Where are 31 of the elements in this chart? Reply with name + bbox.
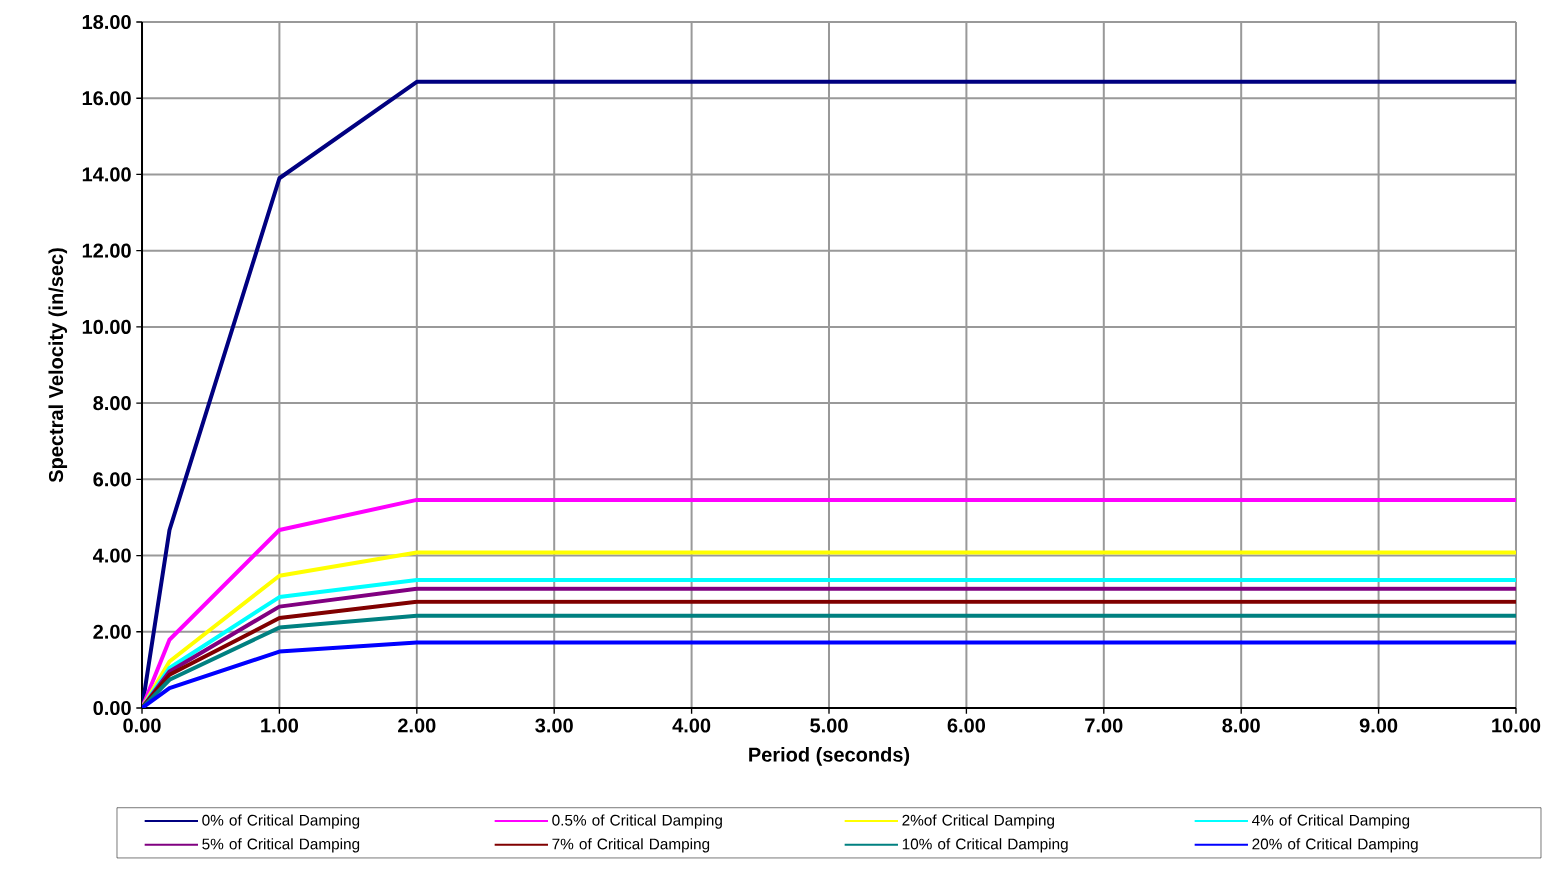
y-tick-label: 16.00 [82, 91, 131, 106]
legend-label: 5% of Critical Damping [202, 838, 360, 853]
legend-label: 20% of Critical Damping [1252, 838, 1418, 853]
y-axis-title: Spectral Velocity (in/sec) [48, 248, 68, 483]
x-tick-label: 3.00 [535, 718, 573, 733]
legend-label: 10% of Critical Damping [902, 838, 1068, 853]
x-tick-label: 6.00 [947, 718, 986, 733]
legend-label: 0.5% of Critical Damping [552, 814, 722, 829]
y-tick-label: 6.00 [93, 472, 131, 487]
x-tick-label: 5.00 [810, 718, 848, 733]
x-tick-label: 9.00 [1359, 718, 1398, 733]
x-tick-label: 2.00 [398, 718, 436, 733]
x-tick-label: 8.00 [1222, 718, 1260, 733]
x-axis-title: Period (seconds) [749, 747, 910, 766]
y-tick-label: 14.00 [82, 167, 131, 182]
x-tick-label: 1.00 [261, 718, 299, 733]
y-tick-label: 2.00 [93, 624, 131, 639]
x-tick-label: 10.00 [1492, 718, 1541, 733]
x-tick-label: 0.00 [123, 718, 161, 733]
y-tick-label: 10.00 [82, 319, 131, 334]
legend-label: 2%of Critical Damping [902, 814, 1054, 829]
y-tick-label: 8.00 [93, 396, 131, 411]
y-tick-label: 4.00 [92, 548, 131, 563]
legend-label: 4% of Critical Damping [1252, 814, 1410, 829]
y-tick-label: 12.00 [82, 243, 131, 258]
x-tick-label: 7.00 [1085, 718, 1123, 733]
y-tick-label: 18.00 [82, 14, 131, 30]
x-tick-label: 4.00 [672, 718, 711, 733]
legend-label: 7% of Critical Damping [552, 838, 710, 853]
legend-label: 0% of Critical Damping [202, 814, 360, 829]
y-tick-label: 0.00 [93, 700, 131, 716]
